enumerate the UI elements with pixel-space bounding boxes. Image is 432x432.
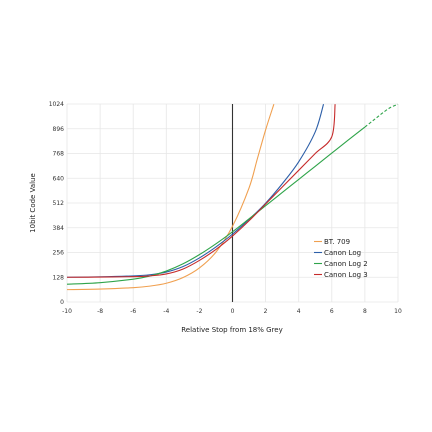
y-tick-label: 1024: [49, 101, 64, 108]
series-line-bt-709: [66, 104, 275, 291]
x-tick-label: 4: [297, 308, 301, 315]
legend: BT. 709 Canon Log Canon Log 2 Canon Log 3: [314, 238, 368, 279]
y-tick-label: 0: [60, 299, 64, 306]
series-line-canon-log-2: [66, 126, 366, 285]
legend-label-canon-log: Canon Log: [324, 249, 361, 257]
series-line-canon-log: [66, 104, 325, 278]
legend-label-canon-log-2: Canon Log 2: [324, 260, 368, 268]
x-tick-label: 8: [363, 308, 367, 315]
y-tick-label: 512: [53, 200, 65, 207]
x-tick-label: -4: [163, 308, 169, 315]
x-tick-label: -2: [196, 308, 202, 315]
y-tick-label: 128: [53, 274, 65, 281]
x-tick-label: -10: [62, 308, 72, 315]
x-tick-label: 6: [330, 308, 334, 315]
y-tick-label: 768: [53, 151, 65, 158]
y-tick-label: 896: [53, 126, 65, 133]
legend-label-canon-log-3: Canon Log 3: [324, 271, 368, 279]
x-tick-label: 2: [264, 308, 268, 315]
x-tick-label: -6: [130, 308, 136, 315]
y-tick-label: 640: [53, 175, 65, 182]
axes: -10 -8 -6 -4 -2 0 2 4 6 8 10 0 128 256 384 512 640 768 896…: [49, 101, 402, 315]
y-tick-label: 256: [53, 250, 65, 257]
series-line-canon-log-3: [66, 104, 336, 278]
x-tick-label: -8: [97, 308, 103, 315]
y-tick-label: 384: [53, 225, 65, 232]
y-axis-title: 10bit Code Value: [29, 173, 37, 233]
x-tick-label: 0: [231, 308, 235, 315]
series-extension-canon-log-2: [364, 103, 399, 128]
legend-label-bt-709: BT. 709: [324, 238, 350, 246]
x-axis-title: Relative Stop from 18% Grey: [181, 326, 283, 334]
x-tick-label: 10: [394, 308, 402, 315]
series-layer: [66, 103, 399, 291]
